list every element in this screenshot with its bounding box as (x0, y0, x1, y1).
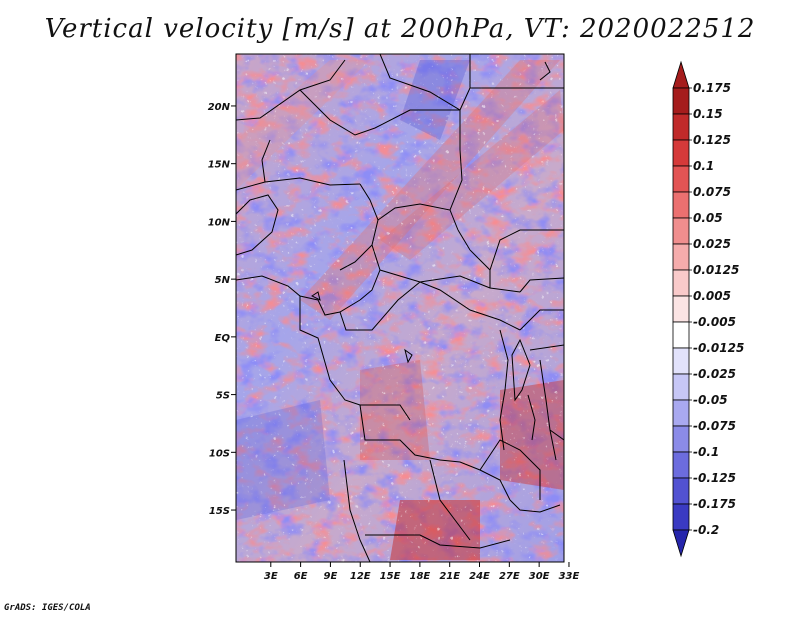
country-borders (236, 54, 564, 562)
colorbar-label: 0.175 (693, 81, 731, 95)
colorbar-swatch (672, 217, 690, 245)
colorbar-swatch (672, 191, 690, 219)
lon-tick-label: 21E (439, 571, 460, 582)
colorbar-swatch (672, 295, 690, 323)
lat-tick-label: 5N (215, 275, 231, 286)
colorbar-swatch (672, 269, 690, 297)
colorbar-swatch (672, 477, 690, 505)
colorbar-label: -0.075 (693, 419, 736, 433)
colorbar-label: -0.0125 (693, 341, 744, 355)
lon-tick-label: 9E (324, 571, 338, 582)
colorbar-swatch (672, 503, 690, 531)
colorbar-top-tip (672, 60, 690, 89)
colorbar-label: 0.005 (693, 289, 731, 303)
colorbar-swatch (672, 243, 690, 271)
colorbar-swatch (672, 451, 690, 479)
colorbar: 0.175 0.15 0.125 0.1 0.075 0.05 0.025 0.0125 0.0… (672, 60, 744, 558)
map-field (236, 54, 564, 562)
colorbar-label: -0.1 (693, 445, 719, 459)
colorbar-swatch (672, 373, 690, 401)
colorbar-label: -0.025 (693, 367, 736, 381)
longitude-axis: 3E 6E 9E 12E 15E 18E 21E 24E 27E 30E 33E (264, 562, 580, 582)
latitude-axis: 20N 15N 10N 5N EQ 5S 10S 15S (208, 102, 236, 517)
colorbar-label: -0.005 (693, 315, 736, 329)
grads-credit: GrADS: IGES/COLA (4, 603, 91, 613)
colorbar-label: 0.125 (693, 133, 731, 147)
lon-tick-label: 27E (499, 571, 520, 582)
colorbar-label: 0.1 (693, 159, 714, 173)
lon-tick-label: 33E (559, 571, 580, 582)
colorbar-label: 0.075 (693, 185, 731, 199)
colorbar-label: -0.05 (693, 393, 728, 407)
plot-frame (235, 53, 565, 563)
lat-tick-label: 10N (208, 217, 231, 228)
colorbar-bottom-tip (672, 529, 690, 558)
lon-tick-label: 24E (469, 571, 490, 582)
colorbar-label: 0.025 (693, 237, 731, 251)
colorbar-swatch (672, 347, 690, 375)
lat-tick-label: 15S (209, 506, 230, 517)
lat-tick-label: 15N (208, 160, 231, 171)
lon-tick-label: 15E (380, 571, 401, 582)
lat-tick-label: 5S (216, 391, 230, 402)
colorbar-label: 0.0125 (693, 263, 739, 277)
colorbar-swatch (672, 113, 690, 141)
lat-tick-label: EQ (215, 333, 231, 344)
colorbar-swatch (672, 425, 690, 453)
colorbar-label: 0.15 (693, 107, 723, 121)
colorbar-swatch (672, 165, 690, 193)
colorbar-swatch (672, 399, 690, 427)
colorbar-label: 0.05 (693, 211, 723, 225)
colorbar-swatch (672, 321, 690, 349)
colorbar-swatch (672, 87, 690, 115)
lat-tick-label: 10S (209, 448, 230, 459)
lon-tick-label: 30E (529, 571, 550, 582)
lon-tick-label: 3E (264, 571, 278, 582)
lon-tick-label: 12E (350, 571, 371, 582)
colorbar-label: -0.125 (693, 471, 736, 485)
lat-tick-label: 20N (208, 102, 231, 113)
colorbar-label: -0.2 (693, 523, 719, 537)
lon-tick-label: 18E (410, 571, 431, 582)
colorbar-swatch (672, 139, 690, 167)
lon-tick-label: 6E (294, 571, 308, 582)
colorbar-label: -0.175 (693, 497, 736, 511)
chart-title: Vertical velocity [m/s] at 200hPa, VT: 2… (44, 14, 756, 44)
